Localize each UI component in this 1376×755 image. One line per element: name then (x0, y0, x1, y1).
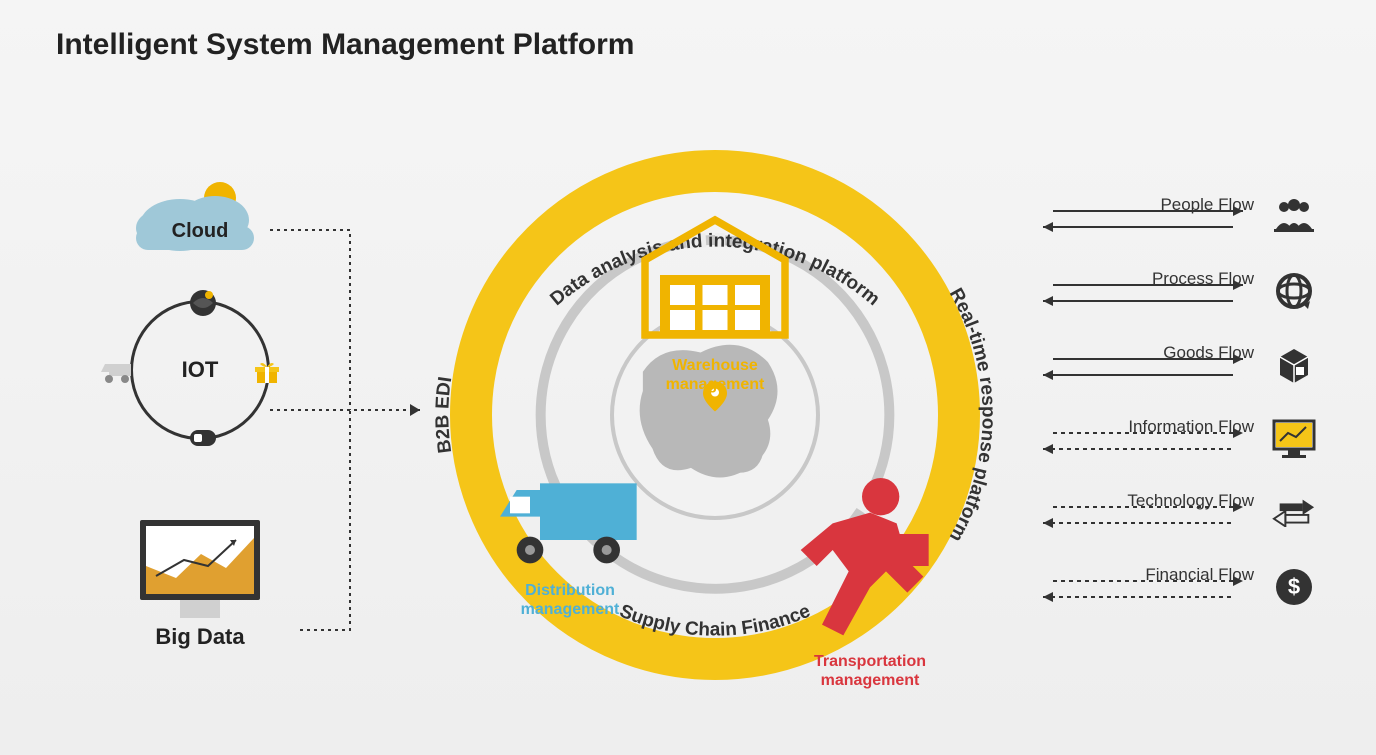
flow-arrows: Process Flow (1026, 271, 1260, 311)
ring-label-left: B2B EDI (432, 375, 456, 454)
distribution-node: Distributionmanagement (490, 470, 650, 619)
flow-arrows: Financial Flow (1026, 567, 1260, 607)
people-icon (1272, 195, 1316, 239)
flow-label: Goods Flow (1163, 343, 1254, 363)
flow-row: Process Flow (1026, 254, 1316, 328)
warehouse-node: Warehousemanagement (635, 210, 795, 394)
monitor-icon (140, 520, 260, 600)
cloud-label: Cloud (172, 220, 229, 243)
flow-list: People Flow Process Flow Goods Flow Informa… (1026, 180, 1316, 624)
box-icon (1272, 343, 1316, 387)
courier-icon (790, 470, 950, 641)
warehouse-icon (635, 210, 795, 345)
dotted-connector (270, 230, 430, 650)
cloud-icon (120, 170, 280, 260)
distribution-label: Distributionmanagement (490, 581, 650, 619)
truck-mini-icon (97, 357, 137, 389)
arrows-icon (1272, 491, 1316, 535)
flow-row: Financial Flow $ (1026, 550, 1316, 624)
flow-arrows: Technology Flow (1026, 493, 1260, 533)
flow-row: Technology Flow (1026, 476, 1316, 550)
warehouse-label: Warehousemanagement (635, 356, 795, 394)
transportation-node: Transportationmanagement (790, 470, 950, 690)
flow-arrows: People Flow (1026, 197, 1260, 237)
iot-label: IOT (182, 357, 219, 383)
card-icon (187, 421, 219, 453)
flow-arrows: Goods Flow (1026, 345, 1260, 385)
svg-text:$: $ (1288, 574, 1300, 599)
truck-icon (490, 470, 650, 570)
transportation-label: Transportationmanagement (790, 652, 950, 690)
monitor-icon (1272, 417, 1316, 461)
flow-label: Information Flow (1128, 417, 1254, 437)
flow-row: Information Flow (1026, 402, 1316, 476)
page-title: Intelligent System Management Platform (56, 28, 634, 62)
flow-row: People Flow (1026, 180, 1316, 254)
dollar-icon: $ (1272, 565, 1316, 609)
center-ring: Data analysis and integration platform R… (430, 130, 1000, 700)
flow-row: Goods Flow (1026, 328, 1316, 402)
flow-label: Process Flow (1152, 269, 1254, 289)
iot-circle: IOT (130, 300, 270, 440)
globe-icon (1272, 269, 1316, 313)
flow-arrows: Information Flow (1026, 419, 1260, 459)
flow-label: Financial Flow (1145, 565, 1254, 585)
flow-label: People Flow (1160, 195, 1254, 215)
globe-pin-icon (187, 287, 219, 319)
flow-label: Technology Flow (1127, 491, 1254, 511)
